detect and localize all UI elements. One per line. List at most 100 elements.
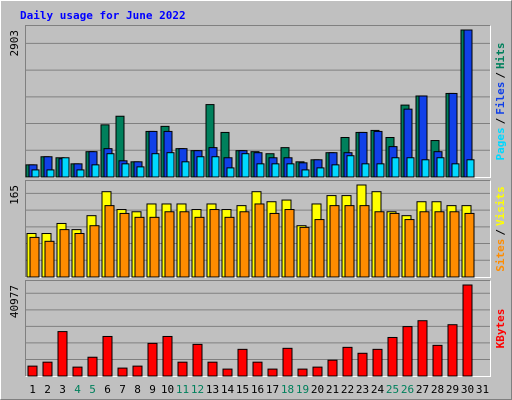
bar	[179, 211, 190, 278]
bar	[269, 212, 280, 278]
x-tick-label: 29	[446, 383, 459, 396]
bar	[284, 209, 295, 278]
legend-entry: Pages	[494, 127, 507, 160]
legend: KBytes	[494, 309, 507, 349]
bar	[314, 219, 325, 278]
x-tick-label: 15	[236, 383, 249, 396]
legend-separator: /	[494, 229, 507, 236]
bar	[252, 361, 263, 377]
legend: Pages / Files / Hits	[494, 43, 507, 161]
bar	[329, 205, 340, 278]
bar	[226, 167, 235, 178]
bar	[267, 368, 278, 377]
bar	[466, 159, 475, 178]
x-tick-label: 12	[191, 383, 204, 396]
x-tick-label: 19	[296, 383, 309, 396]
bar	[372, 348, 383, 377]
bar	[436, 157, 445, 178]
bar	[134, 216, 145, 278]
bar	[434, 211, 445, 278]
x-tick-label: 16	[251, 383, 264, 396]
x-tick-label: 6	[104, 383, 111, 396]
bar	[462, 284, 473, 377]
bar	[256, 163, 265, 178]
x-tick-label: 2	[44, 383, 51, 396]
x-tick-label: 1	[29, 383, 36, 396]
x-tick-label: 5	[89, 383, 96, 396]
bar	[224, 216, 235, 278]
bar	[299, 226, 310, 278]
bar	[342, 346, 353, 377]
bar	[61, 157, 70, 178]
bar	[106, 153, 115, 178]
x-tick-label: 9	[149, 383, 156, 396]
y-tick-label: 40977	[8, 285, 21, 318]
x-tick-label: 27	[416, 383, 429, 396]
x-tick-label: 18	[281, 383, 294, 396]
bar	[241, 153, 250, 178]
bar	[211, 156, 220, 178]
bar	[57, 331, 68, 377]
bar	[121, 163, 130, 178]
x-tick-label: 28	[431, 383, 444, 396]
x-tick-label: 4	[74, 383, 81, 396]
bar	[181, 161, 190, 178]
plot-bevel	[25, 180, 491, 278]
plot-bevel	[25, 25, 491, 178]
bar	[136, 166, 145, 178]
bar	[451, 163, 460, 178]
x-tick-label: 20	[311, 383, 324, 396]
bar	[119, 212, 130, 278]
bar	[301, 169, 310, 178]
bar	[194, 216, 205, 278]
bar	[74, 233, 85, 278]
bar	[59, 229, 70, 278]
bar	[89, 225, 100, 278]
bar	[419, 211, 430, 278]
bar	[327, 359, 338, 377]
bar	[27, 365, 38, 377]
bar	[44, 240, 55, 278]
bar	[391, 157, 400, 178]
bar	[42, 361, 53, 377]
bar	[346, 155, 355, 178]
x-tick-label: 23	[356, 383, 369, 396]
bar	[389, 212, 400, 278]
legend-entry: KBytes	[494, 309, 507, 349]
x-tick-label: 30	[461, 383, 474, 396]
x-tick-label: 13	[206, 383, 219, 396]
x-tick-label: 17	[266, 383, 279, 396]
plot-bevel	[25, 280, 491, 377]
bar	[147, 342, 158, 377]
plot-bevel	[25, 280, 491, 377]
bar	[376, 163, 385, 178]
chart-title: Daily usage for June 2022	[20, 9, 186, 22]
x-tick-label: 31	[476, 383, 489, 396]
bar	[406, 157, 415, 178]
bar	[432, 344, 443, 377]
bar	[29, 236, 40, 278]
x-tick-label: 25	[386, 383, 399, 396]
bar	[91, 164, 100, 178]
bar	[361, 163, 370, 178]
x-tick-label: 26	[401, 383, 414, 396]
bar	[271, 163, 280, 178]
bar	[421, 159, 430, 178]
bar	[196, 156, 205, 178]
x-tick-label: 21	[326, 383, 339, 396]
x-tick-label: 7	[119, 383, 126, 396]
bar	[76, 169, 85, 178]
bar	[464, 212, 475, 278]
legend-entry: Hits	[494, 43, 507, 70]
bar	[164, 211, 175, 278]
bar	[162, 335, 173, 377]
bar	[192, 343, 203, 377]
bar	[31, 169, 40, 178]
bar	[87, 356, 98, 377]
bar	[447, 324, 458, 377]
legend-entry: Files	[494, 82, 507, 115]
bar	[117, 367, 128, 377]
x-tick-label: 3	[59, 383, 66, 396]
